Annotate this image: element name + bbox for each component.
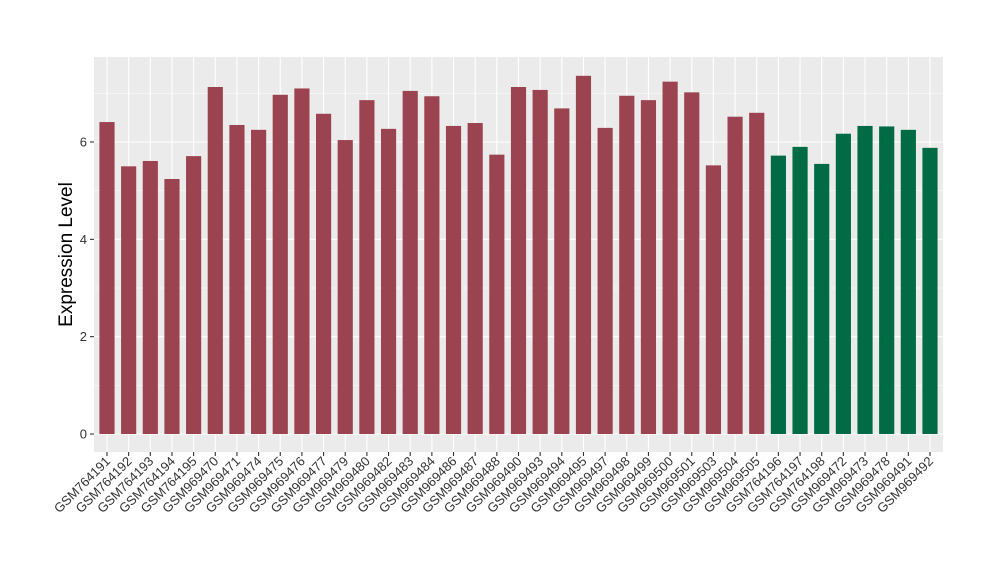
y-tick-label: 2 [80,329,87,344]
y-tick-label: 4 [80,232,87,247]
bar-GSM969479 [337,140,353,434]
bar-GSM969477 [315,113,332,435]
y-tick-label: 6 [80,135,87,150]
bar-GSM969494 [554,108,570,435]
bar-GSM764198 [814,163,830,434]
bar-GSM764197 [792,146,808,434]
bar-GSM969491 [900,129,916,435]
bar-GSM969480 [359,100,375,434]
bar-GSM969501 [684,92,700,435]
bar-GSM969492 [922,147,938,434]
bars [99,75,938,435]
bar-GSM969498 [619,95,635,435]
bar-GSM969476 [294,88,310,434]
bar-GSM969484 [424,96,440,435]
bar-GSM764191 [99,122,115,435]
bar-GSM969474 [251,129,267,435]
bar-GSM969482 [380,128,397,435]
bar-GSM969488 [489,154,505,435]
x-axis: GSM764191GSM764192GSM764193GSM764194GSM7… [51,452,936,516]
bar-GSM969493 [532,89,548,434]
bar-GSM764194 [164,178,180,434]
bar-GSM969475 [272,94,288,434]
y-axis: 0 2 4 6 [80,135,94,442]
bar-GSM969499 [640,100,657,434]
bar-GSM969470 [207,87,223,435]
bar-GSM969497 [597,127,613,435]
bar-GSM969478 [879,126,895,434]
bar-GSM969490 [510,87,527,435]
bar-GSM764196 [770,155,786,435]
bar-GSM969486 [445,125,462,434]
bar-GSM969472 [835,133,851,434]
bar-GSM969495 [575,75,592,435]
bar-GSM764195 [186,156,202,434]
bar-GSM764192 [121,166,137,435]
bar-GSM969500 [662,81,678,435]
bar-GSM969504 [727,116,743,435]
bar-GSM969473 [857,125,873,434]
bar-GSM969505 [749,112,765,435]
bar-GSM969503 [705,165,722,435]
bar-GSM969483 [402,90,418,435]
bar-GSM969487 [467,123,483,435]
y-axis-title: Expression Level [56,182,77,327]
bar-GSM969471 [229,124,245,434]
bar-GSM764193 [142,160,158,435]
y-tick-label: 0 [80,427,87,442]
